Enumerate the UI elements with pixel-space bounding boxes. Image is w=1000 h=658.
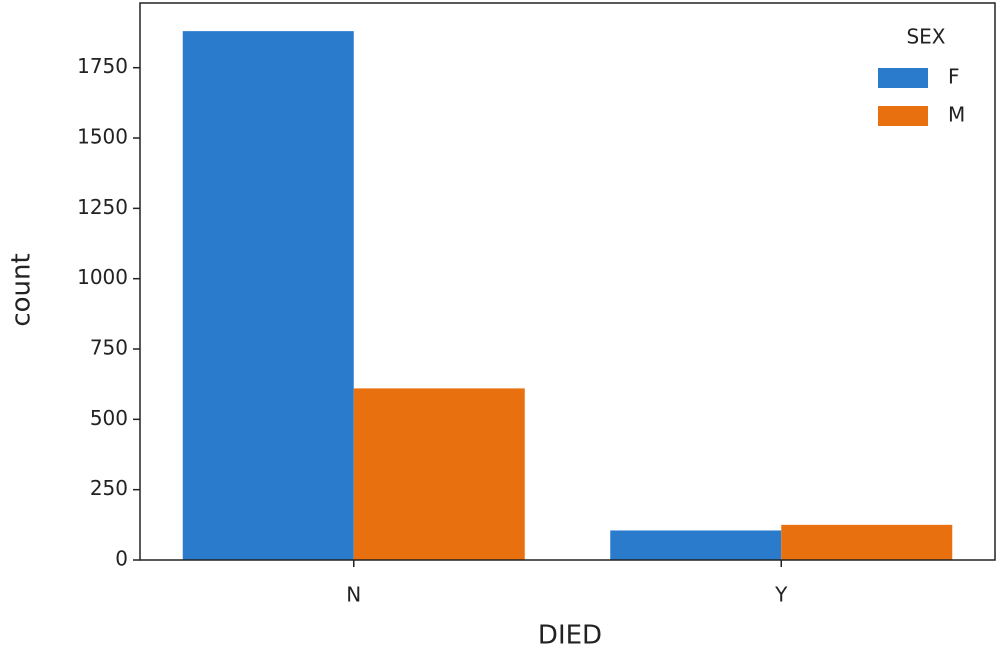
x-tick-label: N (346, 583, 361, 607)
bar (610, 530, 782, 560)
y-tick-label: 1500 (77, 125, 128, 149)
x-axis-label: DIED (538, 621, 602, 651)
bar (182, 31, 354, 561)
legend-label: F (948, 65, 960, 89)
plot-frame (139, 2, 996, 561)
y-tick-label: 1250 (77, 195, 128, 219)
bar (353, 388, 525, 560)
x-tick-label: Y (774, 583, 788, 607)
y-tick-label: 250 (90, 476, 128, 500)
y-tick-label: 750 (90, 336, 128, 360)
y-tick-label: 500 (90, 406, 128, 430)
legend-label: M (948, 103, 965, 127)
legend-swatch (878, 106, 928, 126)
y-tick-label: 0 (115, 547, 128, 571)
y-tick-label: 1000 (77, 265, 128, 289)
y-axis-label: count (7, 253, 37, 326)
legend-swatch (878, 68, 928, 88)
y-tick-label: 1750 (77, 54, 128, 78)
legend-title: SEX (906, 25, 945, 49)
bar (781, 524, 953, 560)
